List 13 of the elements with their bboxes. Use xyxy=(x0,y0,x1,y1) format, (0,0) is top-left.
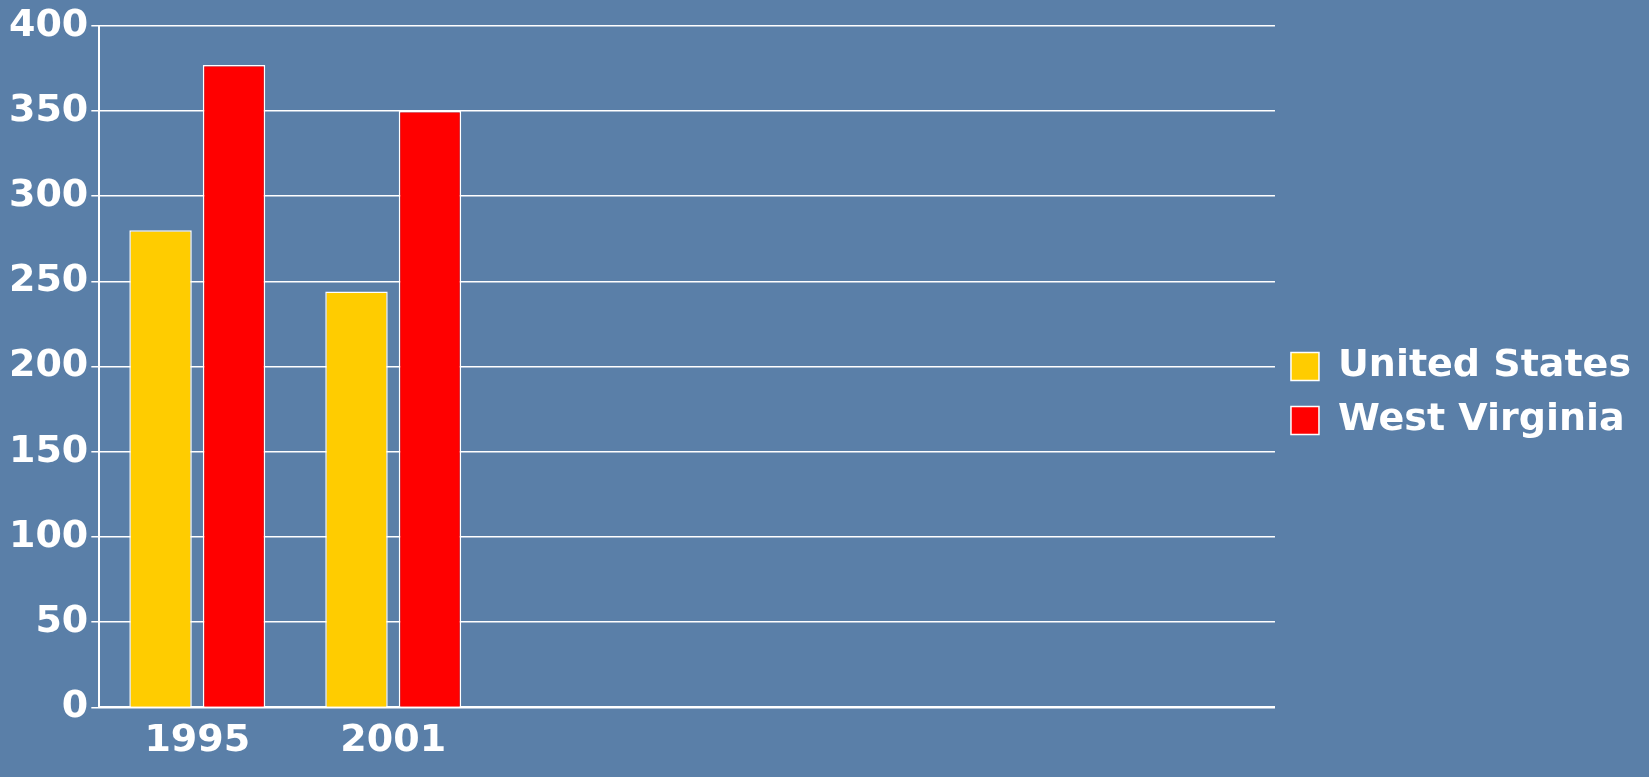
y-tick-label: 350 xyxy=(8,85,89,130)
y-tick-label: 400 xyxy=(8,0,89,45)
y-tick-label: 250 xyxy=(8,256,89,301)
y-tick-label: 150 xyxy=(8,426,89,471)
x-tick-label: 1995 xyxy=(144,716,251,761)
y-tick-label: 50 xyxy=(35,597,89,642)
y-tick-label: 300 xyxy=(8,171,89,216)
legend-label: West Virginia xyxy=(1337,395,1625,440)
y-tick-label: 100 xyxy=(8,511,89,556)
legend-label: United States xyxy=(1337,341,1632,386)
y-tick-label: 0 xyxy=(61,682,89,727)
x-tick-label: 2001 xyxy=(340,716,447,761)
y-tick-label: 200 xyxy=(8,341,89,386)
